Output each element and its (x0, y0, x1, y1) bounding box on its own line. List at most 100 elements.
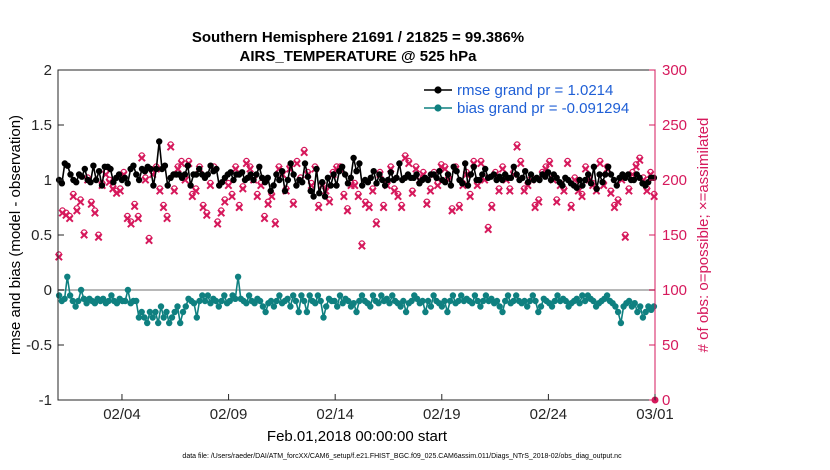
bias-point (287, 303, 294, 310)
rmse-point (559, 182, 566, 189)
bias-point (218, 297, 225, 305)
obs-count-point (621, 231, 630, 242)
bias-point (105, 297, 112, 305)
rmse-point (590, 163, 598, 170)
obs-count-point (293, 157, 301, 168)
bias-point (345, 297, 352, 305)
obs-count-point (650, 190, 659, 201)
rmse-point (507, 174, 515, 181)
rmse-point (476, 176, 483, 184)
rmse-point (273, 171, 280, 178)
bias-point (510, 297, 517, 305)
obs-count-point (87, 198, 96, 209)
rmse-point (107, 165, 114, 173)
x-tick-label: 02/19 (423, 406, 461, 423)
obs-count-point (397, 201, 406, 212)
bias-point (430, 292, 437, 299)
bias-point (179, 308, 187, 316)
rmse-point (479, 171, 486, 178)
bias-point (441, 297, 448, 305)
rmse-point (613, 182, 620, 189)
obs-count-point (487, 201, 496, 212)
rmse-point (278, 168, 286, 175)
bias-point (455, 297, 462, 305)
bias-point (144, 319, 151, 327)
rmse-point (321, 193, 329, 200)
obs-count-point (426, 185, 435, 195)
bias-point (367, 303, 374, 310)
rmse-point (453, 168, 460, 175)
plot-area (54, 69, 659, 404)
bias-point (201, 297, 209, 305)
bias-point (535, 308, 542, 316)
rmse-point (544, 169, 552, 176)
bias-point (199, 292, 206, 299)
rmse-point (238, 169, 246, 176)
x-tick-label: 03/01 (636, 406, 674, 423)
bias-point (526, 297, 534, 305)
rmse-point (73, 179, 80, 186)
bias-point (146, 308, 154, 316)
rmse-point (207, 162, 214, 169)
bias-point (303, 308, 311, 316)
bias-point (612, 303, 619, 310)
bias-point (642, 308, 649, 316)
left-tick-label: 0 (44, 282, 52, 299)
obs-count-point (145, 234, 153, 245)
rmse-point (459, 180, 466, 187)
right-tick-label: 150 (662, 227, 687, 244)
rmse-point (387, 169, 394, 176)
bias-point (75, 297, 82, 305)
bias-point (295, 308, 302, 316)
obs-count-point (72, 205, 81, 215)
bias-point (243, 300, 250, 307)
bias-point (614, 308, 622, 316)
bias-point (369, 292, 377, 299)
bias-point (77, 286, 85, 294)
rmse-point (270, 182, 277, 189)
bias-point (215, 303, 222, 310)
rmse-point (599, 179, 606, 186)
bias-point (603, 292, 611, 299)
rmse-point (81, 165, 89, 173)
left-tick-label: 0.5 (31, 227, 52, 244)
bias-point (480, 297, 487, 305)
obs-count-point (163, 212, 171, 223)
right-tick-label: 50 (662, 337, 679, 354)
rmse-point (287, 160, 294, 167)
bias-point (336, 292, 344, 299)
obs-count-point (289, 198, 298, 209)
rmse-point (344, 180, 352, 187)
rmse-point (284, 176, 292, 184)
bias-point (245, 292, 253, 299)
obs-count-point (610, 201, 619, 212)
obs-count-point (137, 152, 146, 162)
obs-count-point (155, 185, 164, 195)
rmse-point (64, 162, 71, 169)
obs-count-point (235, 201, 244, 212)
bias-point (446, 297, 454, 305)
legend-rmse-marker (434, 86, 442, 94)
rmse-point (373, 180, 380, 187)
obs-count-point (116, 185, 125, 195)
obs-count-point (300, 146, 309, 157)
bias-point (625, 297, 633, 305)
obs-count-point (339, 190, 348, 201)
obs-count-point (545, 157, 554, 168)
obs-count-point (635, 154, 644, 165)
bias-point (122, 297, 129, 305)
rmse-point (161, 162, 169, 169)
bias-point (496, 303, 503, 310)
obs-count-point (69, 190, 78, 201)
bias-point (196, 297, 203, 305)
bias-point (438, 303, 446, 310)
obs-count-point (343, 205, 352, 215)
bias-point (499, 308, 506, 316)
obs-count-point (325, 196, 334, 206)
rmse-point (98, 182, 106, 189)
bias-point (157, 303, 165, 310)
rmse-point (547, 176, 555, 184)
rmse-point (250, 176, 257, 184)
bias-point (548, 303, 556, 310)
rmse-point (164, 182, 171, 189)
